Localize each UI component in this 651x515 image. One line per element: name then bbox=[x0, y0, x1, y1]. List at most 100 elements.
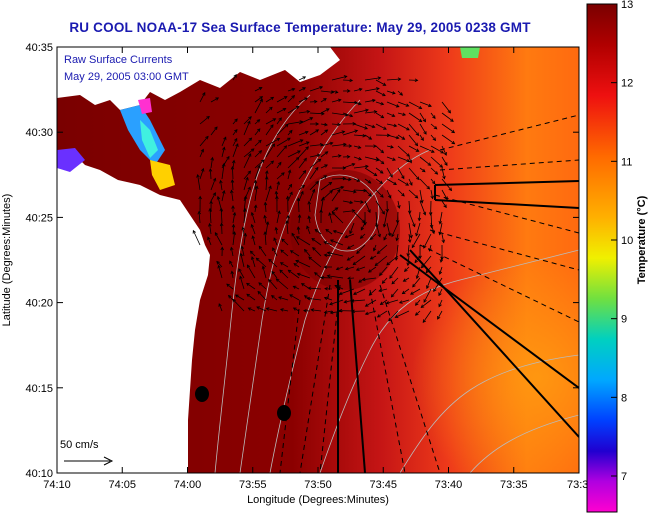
current-arrow bbox=[441, 134, 455, 145]
current-arrow-head bbox=[283, 145, 288, 149]
y-tick-label: 40:20 bbox=[25, 298, 53, 310]
current-arrow-head bbox=[258, 87, 263, 91]
current-arrow bbox=[423, 288, 432, 303]
current-arrow bbox=[353, 123, 368, 130]
current-arrow bbox=[342, 163, 355, 169]
current-arrow bbox=[342, 101, 358, 104]
current-arrow bbox=[397, 90, 403, 96]
current-arrow bbox=[288, 269, 300, 279]
current-arrow-head bbox=[390, 145, 394, 149]
current-arrow bbox=[232, 143, 239, 158]
colorbar-tick-label: 7 bbox=[621, 471, 627, 483]
current-arrow-head bbox=[310, 308, 315, 312]
current-arrow bbox=[289, 294, 300, 301]
current-arrow bbox=[356, 266, 366, 271]
current-arrow bbox=[276, 108, 286, 114]
current-arrow bbox=[210, 157, 213, 169]
current-arrow bbox=[287, 191, 293, 202]
current-arrow bbox=[298, 158, 307, 169]
current-arrow-head bbox=[358, 156, 362, 161]
current-arrow bbox=[287, 88, 295, 92]
current-arrow bbox=[430, 167, 438, 175]
current-arrow bbox=[256, 257, 267, 268]
current-arrow-head bbox=[257, 164, 261, 169]
current-arrow bbox=[388, 310, 399, 322]
bay-sst-green bbox=[460, 47, 480, 58]
current-arrow-head bbox=[422, 211, 427, 216]
current-arrow-head bbox=[420, 304, 425, 308]
current-arrow-head bbox=[416, 176, 420, 181]
current-arrow bbox=[254, 165, 261, 180]
current-arrow bbox=[364, 111, 377, 114]
current-arrow bbox=[386, 145, 394, 148]
current-arrow bbox=[276, 145, 287, 158]
current-arrow-head bbox=[387, 232, 392, 237]
current-arrow bbox=[331, 99, 341, 103]
scale-label: 50 cm/s bbox=[60, 439, 99, 451]
current-arrow-head bbox=[208, 207, 212, 212]
current-arrow bbox=[199, 136, 209, 147]
current-arrow bbox=[430, 156, 443, 168]
current-arrow bbox=[230, 247, 234, 257]
current-arrow-head bbox=[274, 190, 279, 195]
current-arrow bbox=[426, 277, 432, 289]
current-arrow-head bbox=[397, 205, 401, 209]
current-arrow-head bbox=[250, 256, 255, 260]
current-arrow-head bbox=[292, 285, 297, 289]
current-arrow bbox=[353, 134, 366, 137]
current-arrow bbox=[287, 150, 301, 158]
y-tick-label: 40:35 bbox=[25, 42, 53, 54]
current-arrow-head bbox=[276, 138, 281, 142]
current-arrow bbox=[265, 176, 268, 191]
current-arrow bbox=[264, 202, 267, 213]
map-plot-area[interactable]: Raw Surface Currents May 29, 2005 03:00 … bbox=[57, 47, 579, 473]
current-arrow bbox=[408, 233, 411, 243]
x-tick-label: 74:00 bbox=[174, 479, 202, 491]
current-arrow bbox=[386, 178, 397, 185]
current-arrow bbox=[298, 185, 305, 191]
current-arrow-head bbox=[376, 314, 381, 318]
current-arrow bbox=[243, 208, 246, 224]
current-arrow bbox=[331, 189, 341, 202]
current-arrow-head bbox=[196, 173, 200, 178]
current-arrow-head bbox=[304, 130, 309, 135]
current-arrow bbox=[287, 106, 300, 114]
current-arrow bbox=[235, 294, 245, 301]
current-arrow-head bbox=[231, 223, 236, 228]
current-arrow bbox=[247, 264, 256, 279]
current-arrow-head bbox=[368, 136, 373, 140]
current-arrow-head bbox=[368, 193, 372, 197]
current-arrow-head bbox=[352, 261, 357, 266]
current-arrow-head bbox=[357, 145, 362, 149]
buoy-marker-west[interactable] bbox=[195, 386, 209, 402]
current-arrow bbox=[439, 266, 443, 275]
current-arrow-head bbox=[401, 290, 406, 295]
current-arrow bbox=[389, 266, 399, 279]
current-arrow-head bbox=[258, 150, 263, 154]
current-arrow bbox=[331, 123, 341, 125]
current-arrow-head bbox=[373, 172, 378, 177]
current-arrow bbox=[441, 145, 447, 156]
current-arrow bbox=[353, 178, 360, 182]
current-arrow bbox=[408, 200, 411, 214]
current-arrow bbox=[320, 90, 334, 93]
current-arrow-head bbox=[283, 96, 288, 100]
current-arrow-head bbox=[265, 307, 270, 311]
current-arrow bbox=[268, 279, 278, 290]
current-arrow bbox=[298, 170, 306, 180]
current-arrow bbox=[221, 190, 225, 202]
current-arrow-head bbox=[365, 164, 369, 169]
current-arrow-head bbox=[434, 171, 439, 175]
current-arrow bbox=[353, 145, 361, 149]
current-arrow-head bbox=[248, 137, 253, 142]
buoy-marker-east[interactable] bbox=[277, 405, 291, 421]
current-arrow-head bbox=[230, 189, 234, 194]
current-arrow bbox=[221, 156, 230, 169]
current-arrow-head bbox=[249, 250, 254, 255]
current-arrow bbox=[308, 201, 311, 213]
current-arrow-head bbox=[324, 129, 329, 133]
current-arrow bbox=[441, 233, 445, 243]
current-arrow-head bbox=[305, 141, 310, 145]
current-arrow-head bbox=[367, 269, 372, 273]
current-arrow-head bbox=[353, 291, 357, 295]
